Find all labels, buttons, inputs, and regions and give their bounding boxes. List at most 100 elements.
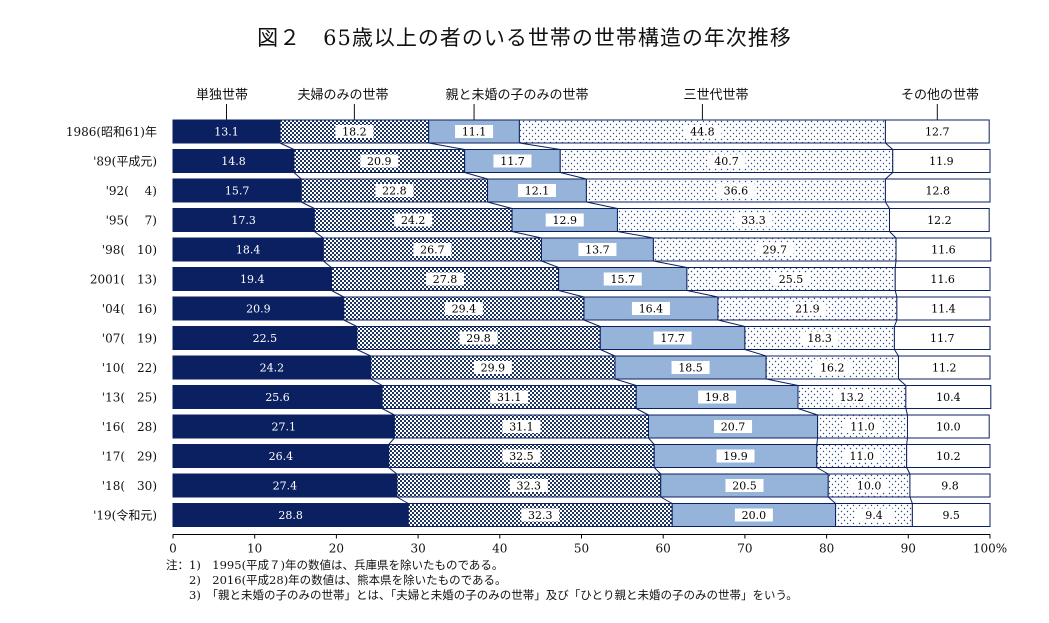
value-label-bg: [716, 449, 755, 463]
value-label-bg: [493, 154, 532, 168]
category-label: 2001( 13): [90, 273, 157, 287]
connector-line: [356, 349, 371, 357]
value-label: 32.3: [517, 480, 542, 493]
connector-line: [396, 496, 409, 504]
category-label: '04( 16): [102, 302, 157, 316]
value-label-bg: [813, 361, 852, 374]
value-label: 28.8: [278, 509, 303, 522]
connector-line: [487, 201, 513, 209]
value-label: 26.7: [420, 244, 445, 257]
value-label-bg: [923, 331, 962, 345]
connector-line: [636, 408, 649, 416]
connector-line: [797, 408, 818, 416]
value-label-bg: [360, 154, 399, 168]
value-label: 32.3: [528, 509, 553, 522]
value-label: 11.2: [932, 362, 957, 375]
x-tick-label: 10: [247, 542, 262, 556]
value-label: 22.5: [253, 332, 278, 345]
value-label: 26.4: [269, 450, 294, 463]
value-label: 18.3: [807, 332, 832, 345]
value-label-bg: [229, 243, 268, 256]
value-label: 20.7: [721, 421, 746, 434]
category-label: '17( 29): [102, 450, 157, 464]
value-label: 15.7: [225, 185, 250, 198]
value-label: 19.4: [240, 273, 265, 286]
x-tick-label: 60: [656, 542, 671, 556]
connector-line: [686, 290, 719, 298]
value-label: 19.9: [723, 450, 748, 463]
value-label-bg: [245, 331, 284, 345]
value-label-bg: [502, 420, 541, 433]
connector-line: [558, 290, 585, 298]
value-label-bg: [929, 420, 968, 433]
value-label: 9.8: [941, 480, 959, 493]
x-tick-label: 70: [737, 542, 752, 556]
value-label: 13.2: [840, 391, 865, 404]
value-label: 27.1: [271, 421, 296, 434]
connector-line: [744, 349, 767, 357]
legend-label: その他の世帯: [901, 88, 979, 103]
value-label: 12.9: [553, 214, 578, 227]
x-tick-label: 50: [574, 542, 589, 556]
connector-line: [519, 142, 561, 150]
value-label: 40.7: [714, 155, 739, 168]
value-label-bg: [850, 479, 889, 492]
connector-line: [279, 142, 295, 150]
value-label: 11.9: [929, 155, 954, 168]
value-label-bg: [239, 302, 278, 315]
connector-line: [889, 231, 897, 239]
value-label: 14.8: [221, 155, 246, 168]
connector-line: [331, 290, 344, 298]
value-label-bg: [918, 184, 957, 197]
value-label: 31.1: [509, 421, 534, 434]
value-label: 20.9: [367, 155, 392, 168]
value-label: 16.2: [820, 362, 845, 375]
connector-line: [583, 319, 601, 327]
value-label-bg: [459, 331, 498, 345]
value-label: 11.0: [850, 421, 875, 434]
value-label-bg: [842, 449, 881, 463]
value-label-bg: [920, 213, 959, 227]
value-label-bg: [772, 272, 811, 286]
connector-line: [894, 290, 898, 298]
value-label: 17.3: [231, 214, 256, 227]
category-label: '13( 25): [102, 391, 157, 405]
value-label: 29.7: [762, 244, 787, 257]
value-label-bg: [426, 272, 465, 286]
value-label-bg: [698, 390, 737, 404]
value-label-bg: [258, 390, 297, 404]
value-label-bg: [832, 390, 871, 404]
connector-line: [827, 496, 836, 504]
legend-label: 単独世帯: [196, 87, 248, 103]
value-label: 11.6: [931, 244, 956, 257]
category-label: '19(令和元): [93, 508, 157, 523]
value-label: 27.4: [273, 480, 298, 493]
connector-line: [717, 319, 746, 327]
connector-line: [388, 467, 398, 475]
value-label: 20.5: [732, 480, 757, 493]
legend-label: 親と未婚の子のみの世帯: [445, 88, 588, 103]
value-label-bg: [922, 154, 961, 168]
connector-line: [648, 437, 655, 445]
value-label: 15.7: [611, 273, 636, 286]
connector-line: [885, 172, 894, 180]
value-label-bg: [233, 272, 272, 286]
value-label-bg: [214, 154, 253, 168]
value-label-bg: [264, 420, 303, 433]
category-label: 1986(昭和61)年: [66, 125, 157, 139]
value-label-bg: [545, 213, 584, 227]
value-label: 12.2: [927, 214, 952, 227]
value-label: 11.1: [462, 126, 487, 139]
value-label-bg: [517, 184, 556, 197]
value-label-bg: [653, 331, 692, 345]
value-label: 13.1: [214, 126, 239, 139]
value-label-bg: [252, 361, 291, 374]
value-label-bg: [394, 213, 433, 227]
value-label: 10.0: [857, 480, 882, 493]
value-label-bg: [923, 272, 962, 286]
connector-line: [893, 349, 899, 357]
value-label-bg: [413, 243, 452, 256]
value-label: 44.8: [690, 126, 715, 139]
value-label-bg: [502, 449, 541, 463]
connector-line: [388, 437, 395, 445]
